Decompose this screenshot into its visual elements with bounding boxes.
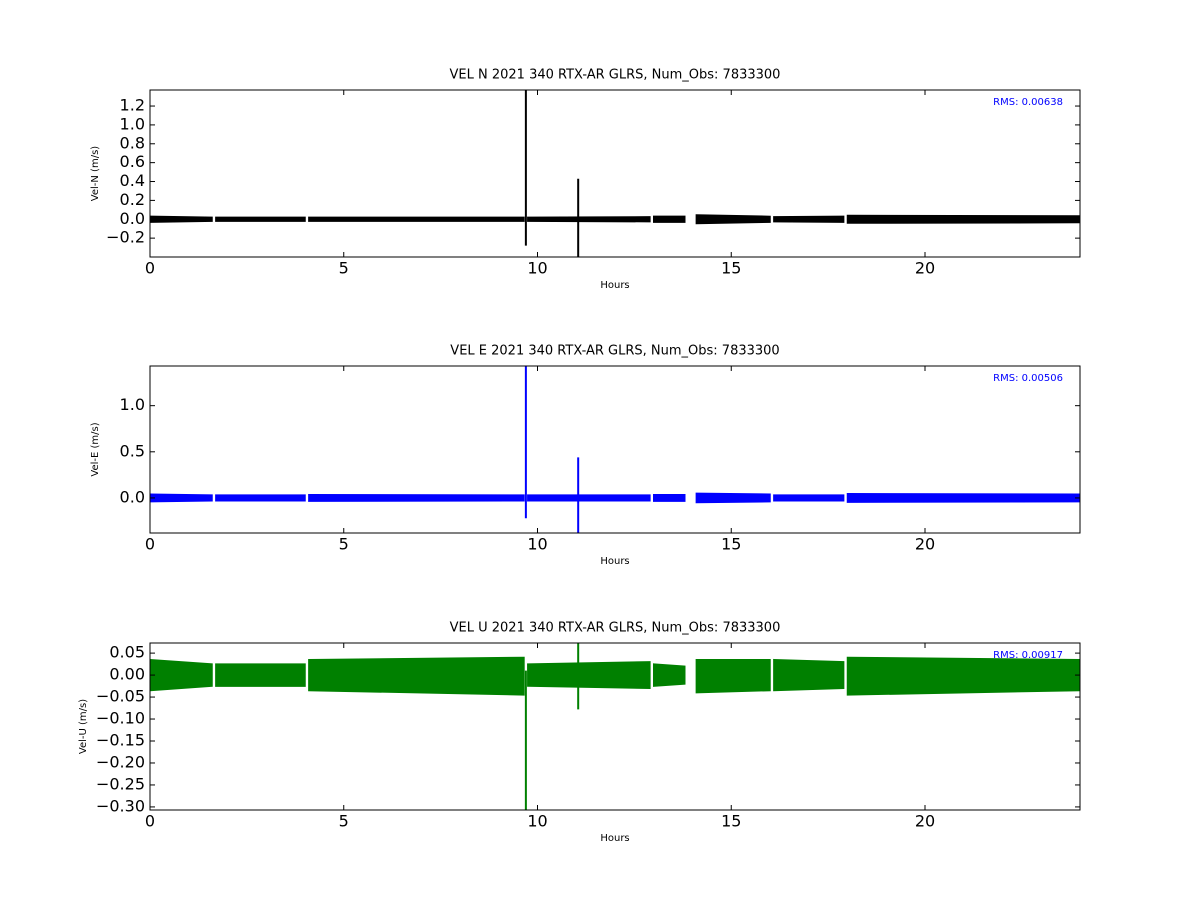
chart-title: VEL U 2021 340 RTX-AR GLRS, Num_Obs: 783… xyxy=(450,621,781,636)
noise-band xyxy=(653,663,686,687)
noise-band xyxy=(215,216,306,222)
noise-band xyxy=(695,658,771,694)
x-tick-label: 20 xyxy=(915,259,935,278)
x-tick-label: 5 xyxy=(339,812,349,831)
x-tick-label: 15 xyxy=(721,535,741,554)
y-tick-label: 0.4 xyxy=(120,171,145,190)
y-tick-label: 1.2 xyxy=(120,96,145,115)
noise-band xyxy=(527,216,651,223)
noise-band xyxy=(695,492,771,504)
y-tick-label: −0.05 xyxy=(96,687,145,706)
x-tick-label: 5 xyxy=(339,535,349,554)
noise-band xyxy=(527,494,651,502)
noise-band xyxy=(773,215,845,223)
y-tick-label: 0.2 xyxy=(120,190,145,209)
x-tick-label: 0 xyxy=(145,812,155,831)
x-tick-label: 10 xyxy=(527,535,547,554)
x-axis-label: Hours xyxy=(600,556,629,567)
plot-area xyxy=(150,90,1080,257)
y-tick-label: 0.5 xyxy=(120,441,145,460)
noise-band xyxy=(150,493,213,503)
chart-title: VEL N 2021 340 RTX-AR GLRS, Num_Obs: 783… xyxy=(450,68,781,83)
noise-band xyxy=(215,494,306,502)
noise-band xyxy=(695,214,771,225)
noise-band xyxy=(308,656,525,696)
x-axis-label: Hours xyxy=(600,833,629,844)
noise-band xyxy=(846,656,1080,696)
noise-band xyxy=(653,493,686,502)
y-tick-label: −0.15 xyxy=(96,731,145,750)
y-tick-label: −0.20 xyxy=(96,752,145,771)
rms-annotation: RMS: 0.00638 xyxy=(993,97,1063,108)
y-tick-label: 0.00 xyxy=(109,665,145,684)
rms-annotation: RMS: 0.00506 xyxy=(993,373,1063,384)
y-tick-label: 0.0 xyxy=(120,209,145,228)
x-tick-label: 15 xyxy=(721,259,741,278)
x-tick-label: 10 xyxy=(527,812,547,831)
noise-band xyxy=(150,215,213,223)
noise-band xyxy=(653,215,686,223)
x-tick-label: 0 xyxy=(145,259,155,278)
y-tick-label: 0.8 xyxy=(120,133,145,152)
y-tick-label: 0.0 xyxy=(120,487,145,506)
y-tick-label: −0.10 xyxy=(96,709,145,728)
y-tick-label: −0.30 xyxy=(96,796,145,815)
x-tick-label: 0 xyxy=(145,535,155,554)
noise-band xyxy=(846,214,1080,224)
axes-frame xyxy=(149,642,1081,811)
y-tick-label: 1.0 xyxy=(120,114,145,133)
y-tick-label: 0.05 xyxy=(109,643,145,662)
y-tick-label: −0.25 xyxy=(96,774,145,793)
rms-annotation: RMS: 0.00917 xyxy=(993,650,1063,661)
x-tick-label: 5 xyxy=(339,259,349,278)
axes-frame xyxy=(149,365,1081,534)
plot-area xyxy=(150,643,1080,810)
x-tick-label: 15 xyxy=(721,812,741,831)
x-tick-label: 10 xyxy=(527,259,547,278)
plot-area xyxy=(150,366,1080,533)
noise-band xyxy=(215,663,306,687)
noise-band xyxy=(846,493,1080,503)
noise-band xyxy=(527,661,651,690)
axes-frame xyxy=(149,89,1081,258)
noise-band xyxy=(308,493,525,502)
chart-title: VEL E 2021 340 RTX-AR GLRS, Num_Obs: 783… xyxy=(450,344,779,359)
y-axis-label: Vel-N (m/s) xyxy=(90,146,101,201)
noise-band xyxy=(773,494,845,502)
x-tick-label: 20 xyxy=(915,535,935,554)
noise-band xyxy=(308,216,525,222)
noise-band xyxy=(150,658,213,692)
y-tick-label: −0.2 xyxy=(106,228,145,247)
x-tick-label: 20 xyxy=(915,812,935,831)
y-axis-label: Vel-E (m/s) xyxy=(90,422,101,476)
noise-band xyxy=(773,658,845,692)
x-axis-label: Hours xyxy=(600,280,629,291)
y-axis-label: Vel-U (m/s) xyxy=(78,699,89,754)
y-tick-label: 0.6 xyxy=(120,152,145,171)
y-tick-label: 1.0 xyxy=(120,395,145,414)
